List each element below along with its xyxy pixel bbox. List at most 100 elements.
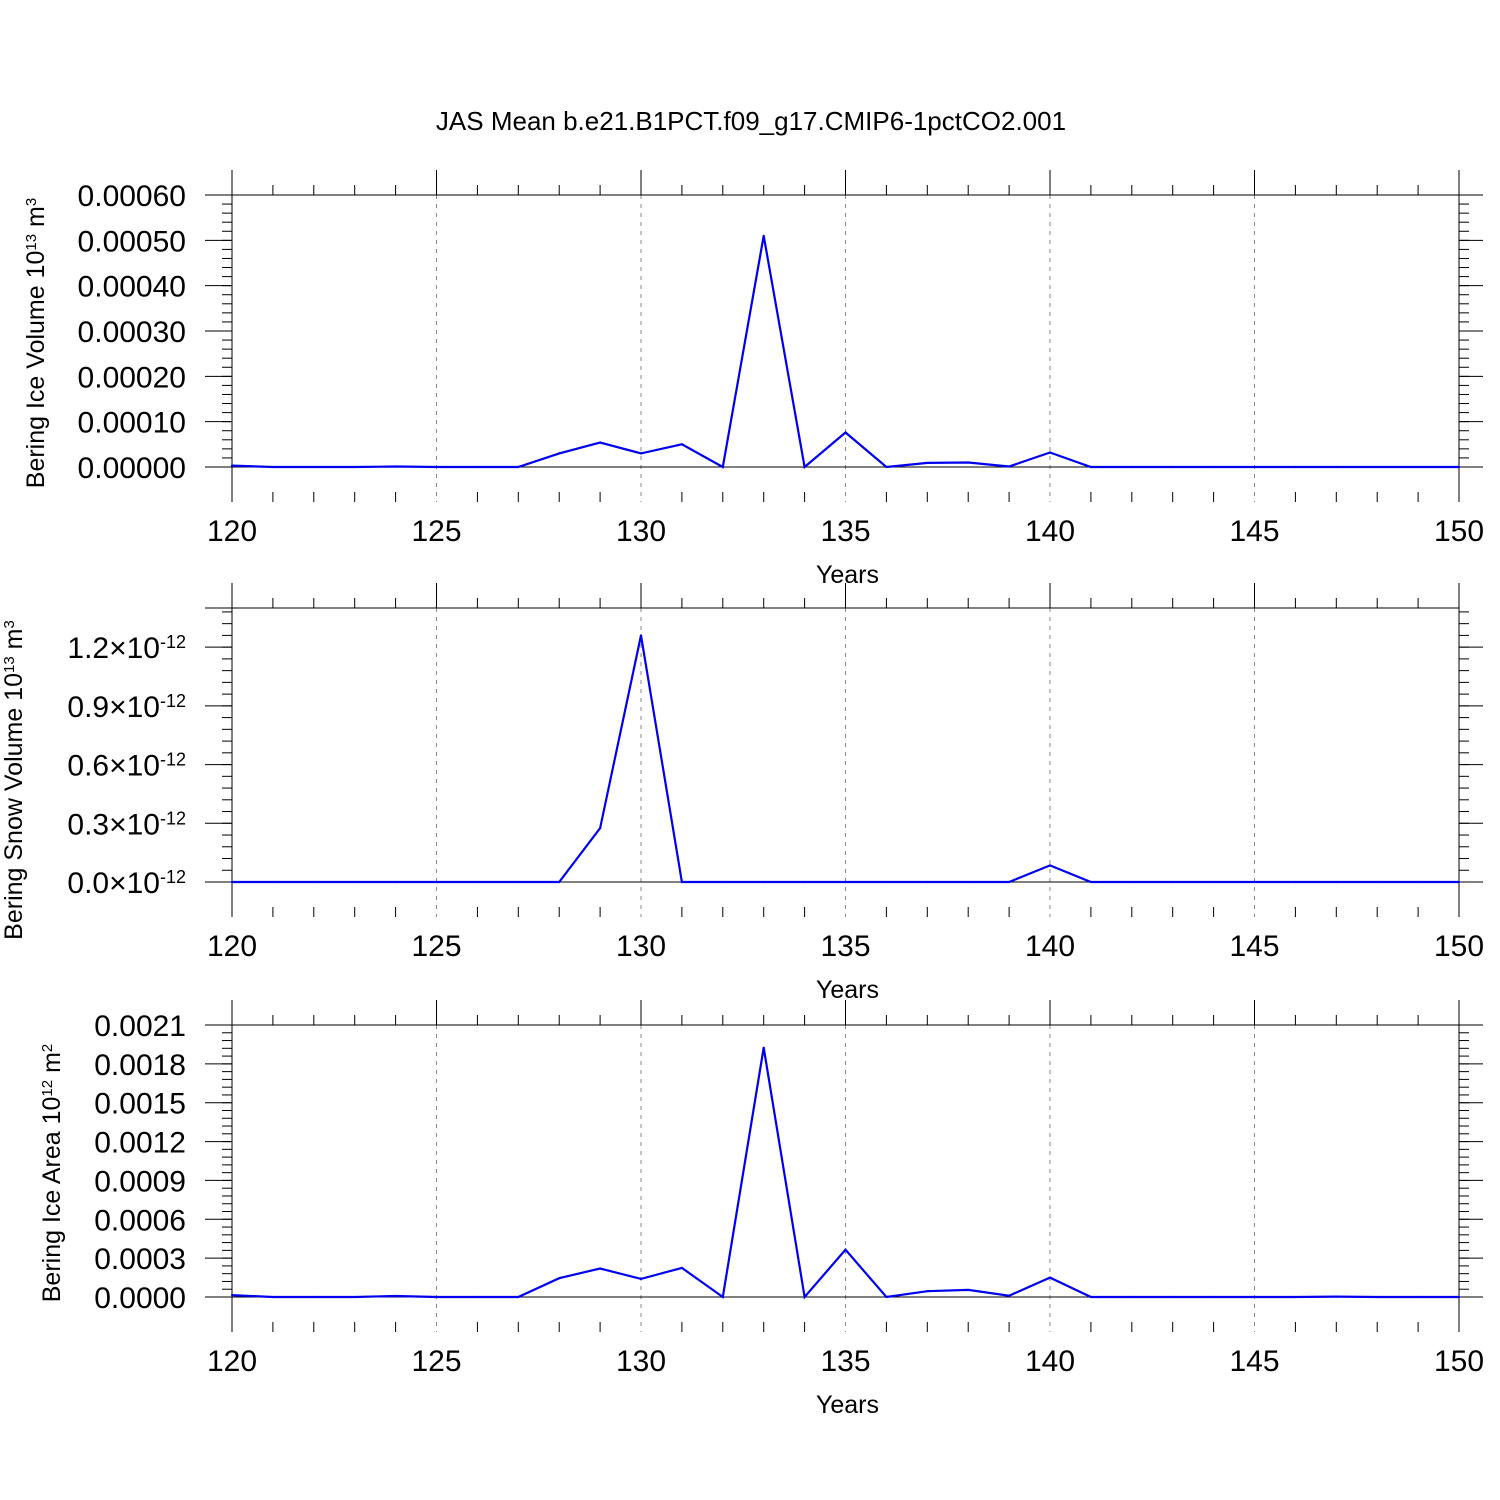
y-tick-label: 0.9×10-12 (67, 691, 186, 724)
x-tick-label: 130 (616, 515, 666, 548)
x-tick-label: 150 (1434, 1345, 1484, 1378)
panel-2: 0.0×10-12 0.3×10-12 0.6×10-12 0.9×10-12 1.2×… (0, 583, 1484, 1004)
data-point (1048, 864, 1052, 867)
y-tick-label: 0.0012 (94, 1127, 186, 1160)
data-point (1335, 1295, 1338, 1298)
data-point (967, 461, 970, 464)
y-tick-label: 0.6×10-12 (67, 750, 186, 783)
data-point (1089, 1295, 1092, 1299)
data-point (271, 880, 274, 884)
data-point (435, 880, 438, 884)
data-point (844, 431, 847, 434)
data-point (476, 465, 479, 469)
data-point (1335, 465, 1338, 469)
y-tick-label: 0.0009 (94, 1165, 186, 1198)
y-tick-label: 0.0018 (94, 1049, 186, 1082)
data-point (476, 1295, 479, 1299)
data-point (1457, 1295, 1461, 1299)
y-tick-label: 0.0015 (94, 1088, 186, 1121)
data-point (721, 1295, 724, 1299)
data-point (803, 880, 806, 884)
data-point (1212, 880, 1215, 884)
data-point (1212, 1295, 1215, 1299)
x-tick-label: 125 (411, 1345, 461, 1378)
y-tick-label: 0.00060 (78, 180, 186, 213)
x-tick-label: 135 (820, 1345, 870, 1378)
data-point (926, 1290, 929, 1293)
data-point (1457, 880, 1461, 884)
data-point (435, 1295, 438, 1299)
data-point (230, 1293, 234, 1297)
data-point (721, 465, 724, 469)
data-point (1417, 465, 1420, 469)
y-tick-label: 0.00000 (78, 452, 186, 485)
data-point (517, 1295, 520, 1299)
y-tick-label: 0.00010 (78, 407, 186, 440)
data-point (1253, 465, 1256, 469)
data-point (1171, 880, 1174, 884)
data-point (599, 827, 602, 830)
y-tick-label: 0.00040 (78, 271, 186, 304)
x-tick-label: 120 (207, 1345, 257, 1378)
data-point (353, 880, 356, 884)
x-tick-label: 120 (207, 930, 257, 963)
data-point (1048, 451, 1052, 454)
data-point (885, 880, 888, 884)
y-axis-title: Bering Snow Volume 1013 m3 (0, 620, 28, 940)
y-tick-label: 0.00020 (78, 361, 186, 394)
y-tick-label: 0.0021 (94, 1010, 186, 1043)
data-point (1294, 465, 1297, 469)
y-tick-label: 1.2×10-12 (67, 632, 186, 665)
data-point (1376, 465, 1379, 469)
data-point (680, 1266, 684, 1269)
data-point (1294, 1295, 1297, 1299)
figure-title: JAS Mean b.e21.B1PCT.f09_g17.CMIP6-1pctC… (436, 106, 1066, 136)
data-point (558, 1277, 561, 1280)
data-point (1130, 465, 1133, 469)
data-point (639, 452, 643, 455)
y-tick-label: 0.0000 (94, 1282, 186, 1315)
data-point (1417, 880, 1420, 884)
y-axis-title: Bering Ice Area 1012 m2 (38, 1044, 66, 1303)
data-point (762, 1046, 765, 1049)
data-point (844, 880, 847, 884)
x-tick-label: 150 (1434, 515, 1484, 548)
data-point (885, 465, 888, 469)
data-point (394, 465, 397, 468)
data-point (926, 880, 929, 884)
data-point (1335, 880, 1338, 884)
data-point (558, 452, 561, 455)
data-point (680, 880, 684, 884)
x-tick-label: 130 (616, 930, 666, 963)
data-point (312, 465, 315, 469)
data-point (639, 1277, 643, 1280)
data-point (1048, 1276, 1052, 1279)
data-point (1089, 465, 1092, 469)
data-point (1171, 1295, 1174, 1299)
data-point (394, 1294, 397, 1298)
data-point (967, 880, 970, 884)
data-point (1008, 1294, 1011, 1297)
data-point (1376, 880, 1379, 884)
x-tick-label: 150 (1434, 930, 1484, 963)
y-axis-title: Bering Ice Volume 1013 m3 (22, 198, 50, 488)
data-point (1130, 880, 1133, 884)
data-point (639, 634, 643, 637)
x-axis-title: Years (816, 561, 879, 589)
data-point (558, 880, 561, 884)
data-point (476, 880, 479, 884)
data-point (1089, 880, 1092, 884)
data-point (1417, 1295, 1420, 1299)
panel-3: 0.0000 0.0003 0.0006 0.0009 0.0012 0.0015 0.00… (38, 1000, 1484, 1419)
x-tick-label: 125 (411, 515, 461, 548)
data-point (1376, 1295, 1379, 1299)
data-point (271, 465, 274, 469)
data-point (599, 1267, 602, 1270)
data-point (1008, 465, 1011, 468)
data-point (271, 1295, 274, 1299)
x-axis-title: Years (816, 976, 879, 1004)
data-point (230, 464, 234, 467)
x-tick-label: 145 (1229, 930, 1279, 963)
data-point (435, 465, 438, 469)
